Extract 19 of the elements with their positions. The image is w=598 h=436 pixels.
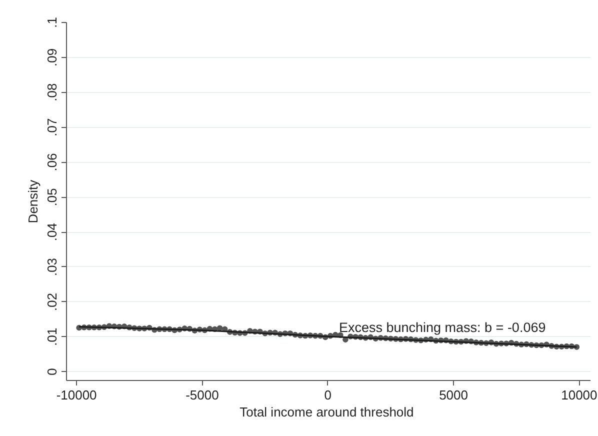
y-tick-label: .09: [44, 48, 60, 66]
y-tick-label: .05: [44, 188, 60, 206]
annotation: Excess bunching mass: b = -0.069: [338, 320, 546, 336]
y-axis-title: Density: [26, 179, 40, 224]
y-tick-label: .07: [44, 118, 60, 136]
y-tick-label: .08: [44, 83, 60, 102]
y-tick-label: .06: [44, 153, 60, 172]
x-tick-label: 5000: [439, 388, 468, 402]
y-tick-label: .1: [44, 17, 60, 28]
y-tick-label: .01: [44, 328, 60, 346]
x-tick-label: 0: [324, 388, 332, 402]
x-tick-label: -5000: [186, 388, 219, 402]
x-axis-title: Total income around threshold: [240, 404, 414, 420]
y-tick-label: .04: [44, 223, 60, 242]
x-tick-label: 10000: [561, 388, 598, 402]
y-tick-label: 0: [44, 368, 60, 376]
x-tick-label: -10000: [56, 388, 97, 402]
y-tick-label: .02: [44, 292, 60, 311]
y-tick-label: .03: [44, 258, 60, 276]
